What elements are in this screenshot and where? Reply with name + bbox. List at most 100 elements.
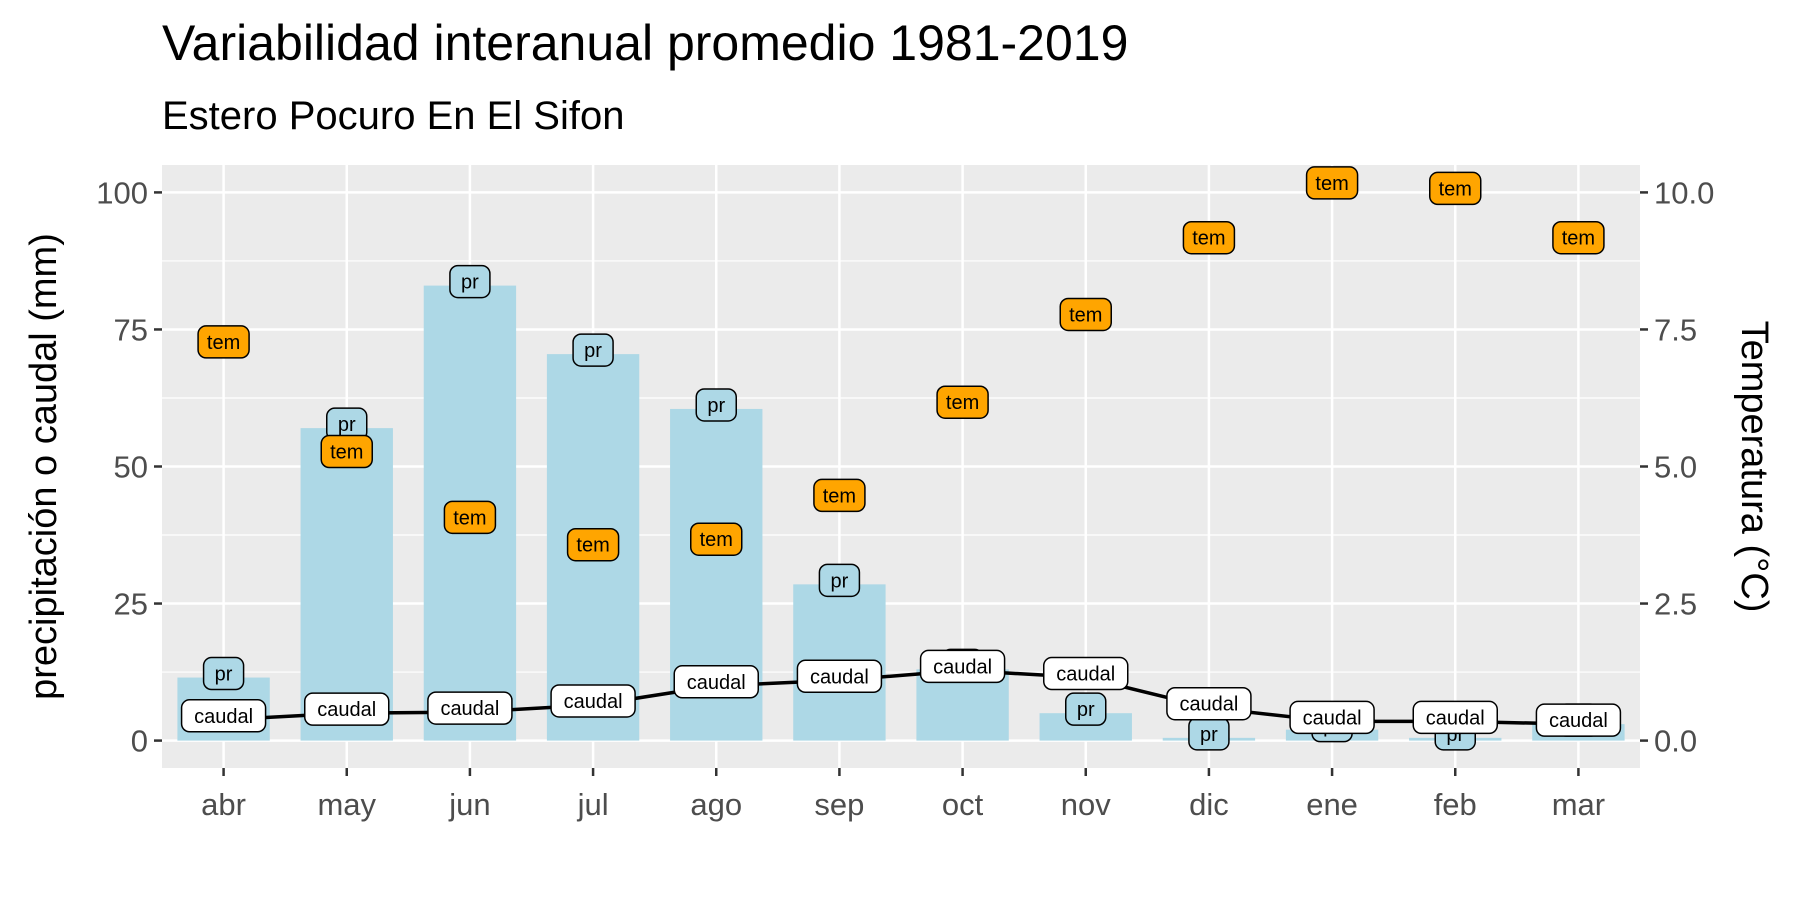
label-caudal-box bbox=[673, 665, 759, 699]
label-pr-text: pr bbox=[338, 414, 356, 436]
label-caudal-box bbox=[427, 691, 513, 725]
bar-pr bbox=[300, 428, 393, 741]
label-pr-box bbox=[695, 388, 737, 422]
label-pr-box bbox=[449, 264, 491, 299]
label-tem: tem bbox=[320, 434, 373, 469]
x-tick-label: ene bbox=[1306, 787, 1358, 822]
label-caudal-text: caudal bbox=[933, 656, 992, 678]
label-tem-box bbox=[813, 478, 866, 513]
label-tem: tem bbox=[690, 522, 743, 556]
y-tick-label: 75 bbox=[114, 312, 148, 347]
label-tem-text: tem bbox=[330, 442, 363, 464]
label-caudal: caudal bbox=[550, 684, 636, 718]
label-tem-text: tem bbox=[946, 392, 979, 414]
label-caudal-box bbox=[1535, 703, 1622, 737]
label-pr-text: pr bbox=[1200, 724, 1218, 746]
label-caudal-box bbox=[796, 659, 883, 694]
label-caudal-text: caudal bbox=[194, 706, 253, 728]
label-tem: tem bbox=[1429, 171, 1482, 206]
x-tick-label: feb bbox=[1434, 787, 1477, 822]
label-caudal-box bbox=[919, 649, 1006, 684]
label-tem: tem bbox=[1552, 220, 1605, 255]
chart-title: Variabilidad interanual promedio 1981-20… bbox=[162, 15, 1129, 71]
label-pr-text: pr bbox=[831, 570, 849, 592]
label-caudal-box bbox=[1043, 656, 1129, 691]
x-tick-label: may bbox=[317, 787, 376, 822]
label-pr: pr bbox=[1065, 692, 1107, 726]
x-tick-label: jul bbox=[577, 787, 609, 822]
label-pr: pr bbox=[449, 264, 491, 299]
y2-tick-label: 0.0 bbox=[1654, 724, 1697, 759]
label-caudal: caudal bbox=[1289, 700, 1375, 735]
label-tem-text: tem bbox=[207, 332, 240, 354]
label-pr-box bbox=[202, 656, 245, 691]
label-caudal-text: caudal bbox=[1426, 707, 1485, 729]
label-pr-text: pr bbox=[707, 395, 725, 417]
label-caudal-text: caudal bbox=[687, 672, 746, 694]
label-tem-box bbox=[320, 434, 373, 469]
label-tem-box bbox=[1305, 166, 1359, 200]
label-caudal-box bbox=[1166, 686, 1252, 721]
label-caudal-text: caudal bbox=[564, 691, 623, 713]
label-caudal-box bbox=[1412, 700, 1498, 735]
label-caudal-box bbox=[550, 684, 636, 718]
y2-tick-label: 2.5 bbox=[1654, 587, 1697, 622]
label-caudal-box bbox=[1289, 700, 1375, 735]
label-tem-box bbox=[1059, 297, 1112, 332]
label-tem: tem bbox=[1182, 220, 1236, 255]
label-pr-box bbox=[818, 563, 861, 598]
x-tick-label: sep bbox=[814, 787, 864, 822]
x-tick-label: mar bbox=[1552, 787, 1605, 822]
y2-tick-label: 5.0 bbox=[1654, 450, 1697, 485]
label-tem-text: tem bbox=[700, 529, 733, 551]
label-pr: pr bbox=[818, 563, 861, 598]
x-tick-label: oct bbox=[942, 787, 984, 822]
label-caudal: caudal bbox=[1166, 686, 1252, 721]
label-pr-text: pr bbox=[1077, 699, 1095, 721]
label-caudal-text: caudal bbox=[440, 698, 499, 720]
y-tick-label: 0 bbox=[131, 724, 148, 759]
label-caudal: caudal bbox=[304, 692, 390, 726]
label-tem-box bbox=[1552, 220, 1605, 255]
label-tem-box bbox=[443, 500, 497, 535]
label-pr: pr bbox=[695, 388, 737, 422]
label-caudal: caudal bbox=[427, 691, 513, 725]
label-tem-text: tem bbox=[576, 535, 609, 557]
label-caudal: caudal bbox=[673, 665, 759, 699]
y-tick-label: 25 bbox=[114, 587, 148, 622]
y-axis-title: precipitación o caudal (mm) bbox=[23, 233, 65, 700]
y2-tick-label: 7.5 bbox=[1654, 312, 1697, 347]
label-pr: pr bbox=[572, 333, 614, 367]
label-caudal: caudal bbox=[1412, 700, 1498, 735]
label-tem-text: tem bbox=[453, 507, 486, 529]
label-pr-text: pr bbox=[584, 340, 602, 362]
label-tem-box bbox=[1182, 220, 1236, 255]
x-tick-label: nov bbox=[1061, 787, 1111, 822]
label-pr-text: pr bbox=[215, 664, 233, 686]
label-tem-text: tem bbox=[823, 485, 856, 507]
label-tem: tem bbox=[1305, 166, 1359, 200]
label-pr: pr bbox=[1188, 717, 1230, 751]
y-tick-label: 50 bbox=[114, 450, 148, 485]
label-caudal-text: caudal bbox=[1056, 664, 1115, 686]
label-tem-text: tem bbox=[1439, 178, 1472, 200]
label-pr-box bbox=[572, 333, 614, 367]
label-caudal: caudal bbox=[919, 649, 1006, 684]
label-caudal-box bbox=[180, 699, 267, 733]
label-tem-text: tem bbox=[1562, 228, 1595, 250]
label-caudal: caudal bbox=[180, 699, 267, 733]
label-pr-text: pr bbox=[461, 272, 479, 294]
label-tem: tem bbox=[197, 325, 250, 359]
x-tick-label: abr bbox=[201, 787, 246, 822]
label-tem-box bbox=[936, 385, 989, 419]
label-caudal-text: caudal bbox=[317, 699, 376, 721]
label-caudal-box bbox=[304, 692, 390, 726]
y-tick-label: 100 bbox=[96, 175, 148, 210]
label-tem-box bbox=[690, 522, 743, 556]
y2-tick-label: 10.0 bbox=[1654, 175, 1714, 210]
label-caudal: caudal bbox=[1535, 703, 1622, 737]
x-tick-label: jun bbox=[448, 787, 490, 822]
label-caudal-text: caudal bbox=[1549, 710, 1608, 732]
label-tem-text: tem bbox=[1192, 228, 1225, 250]
